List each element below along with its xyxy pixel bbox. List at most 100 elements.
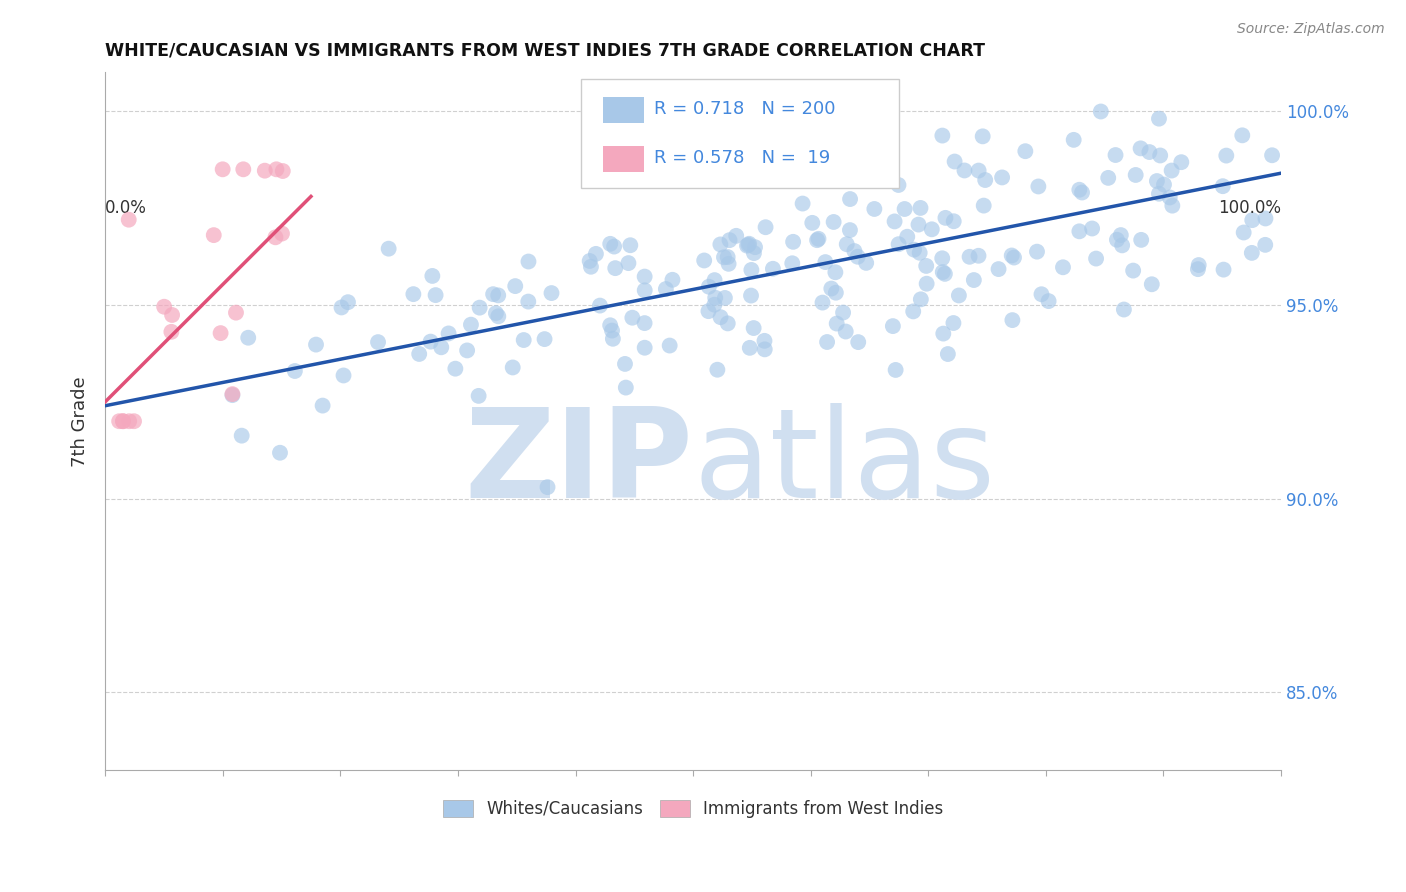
Point [430,340,453,354]
Point [1105,233,1128,247]
Point [602,332,624,346]
Point [815,334,838,349]
Point [725,228,748,243]
Point [153,300,176,314]
Point [211,162,233,177]
Point [614,381,637,395]
Point [160,325,183,339]
Text: R = 0.718   N = 200: R = 0.718 N = 200 [654,101,835,119]
Point [517,254,540,268]
Point [915,277,938,291]
Point [1130,233,1153,247]
Point [225,305,247,319]
Point [835,237,858,252]
Point [740,263,762,277]
Point [1146,174,1168,188]
Point [1052,260,1074,275]
Point [782,235,804,249]
Point [614,357,637,371]
Point [1112,302,1135,317]
Point [1109,228,1132,243]
Point [1159,190,1181,204]
Point [1122,263,1144,277]
Point [953,163,976,178]
Point [658,338,681,352]
Point [305,337,328,351]
Point [704,291,727,305]
Point [1254,211,1277,226]
Point [330,301,353,315]
Point [232,162,254,177]
Point [903,304,925,318]
Point [735,238,758,252]
Point [967,163,990,178]
Point [1026,244,1049,259]
Point [903,243,925,257]
Point [444,361,467,376]
Point [1085,252,1108,266]
Point [806,233,828,247]
Point [655,282,678,296]
Point [367,335,389,350]
Point [585,247,607,261]
Point [456,343,478,358]
Point [605,261,627,276]
FancyBboxPatch shape [582,79,898,187]
Point [266,162,288,177]
Point [910,201,932,215]
Point [533,332,555,346]
Point [832,305,855,319]
Legend: Whites/Caucasians, Immigrants from West Indies: Whites/Caucasians, Immigrants from West … [436,793,950,824]
Point [835,325,858,339]
Point [948,288,970,302]
Point [742,246,765,260]
Point [332,368,354,383]
Point [221,387,243,401]
Point [540,286,562,301]
Point [814,255,837,269]
Point [839,223,862,237]
Point [967,249,990,263]
Point [468,301,491,315]
Point [634,341,657,355]
Point [269,446,291,460]
Point [377,242,399,256]
Point [1111,238,1133,252]
Point [972,129,994,144]
Point [482,287,505,301]
Point [1147,186,1170,201]
Point [634,283,657,297]
Point [882,319,904,334]
Point [792,196,814,211]
Point [846,335,869,350]
Point [661,172,683,186]
Point [737,237,759,252]
Point [932,326,955,341]
Point [1031,287,1053,301]
Point [931,128,953,143]
Point [578,254,600,268]
Point [1187,262,1209,277]
Point [1170,155,1192,169]
Point [846,250,869,264]
Point [887,178,910,192]
Point [271,164,294,178]
Point [755,220,778,235]
Point [1001,313,1024,327]
Point [111,414,134,428]
Point [942,214,965,228]
Point [742,321,765,335]
Point [931,252,953,266]
Point [118,212,141,227]
FancyBboxPatch shape [603,145,644,172]
Point [1097,170,1119,185]
Point [231,428,253,442]
Point [807,232,830,246]
Point [754,343,776,357]
Point [908,245,931,260]
Point [844,244,866,258]
Point [486,288,509,302]
Point [1140,277,1163,292]
Point [1261,148,1284,162]
Point [943,154,966,169]
